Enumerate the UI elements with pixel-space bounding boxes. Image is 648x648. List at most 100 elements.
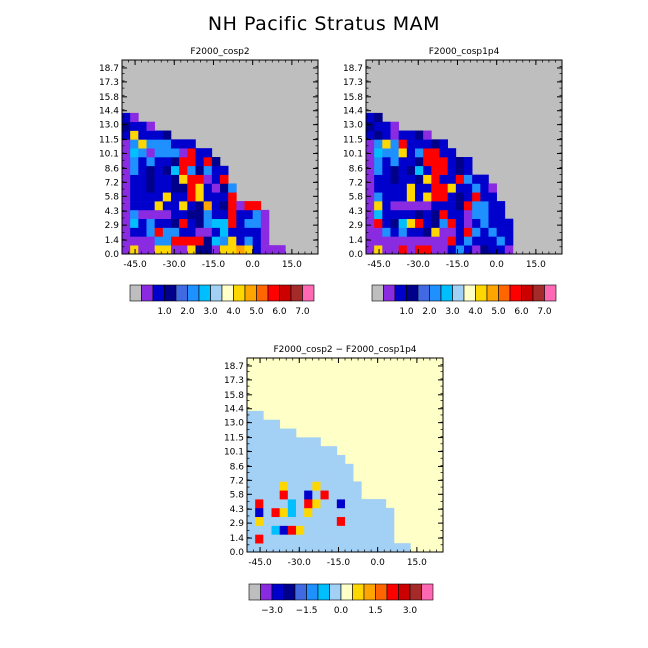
heatmap-cell bbox=[162, 165, 172, 175]
heatmap-cell bbox=[171, 201, 180, 211]
heatmap-cell bbox=[390, 209, 399, 220]
heatmap-cell bbox=[244, 201, 253, 211]
colorbar-swatch bbox=[271, 583, 284, 601]
heatmap-cell bbox=[162, 209, 172, 220]
heatmap-cell bbox=[390, 174, 399, 184]
colorbar-label: −1.5 bbox=[296, 606, 318, 616]
y-tick-label: 13.0 bbox=[343, 121, 363, 131]
x-tick-label: -45.0 bbox=[367, 260, 391, 270]
heatmap-cell bbox=[203, 209, 213, 220]
heatmap-cell bbox=[496, 218, 506, 228]
heatmap-cell bbox=[203, 245, 213, 255]
heatmap-cell bbox=[296, 490, 305, 500]
heatmap-cell bbox=[255, 543, 264, 553]
heatmap-cell bbox=[304, 516, 313, 526]
x-tick-label: -30.0 bbox=[163, 260, 187, 270]
heatmap-cell bbox=[279, 499, 289, 509]
heatmap-cell bbox=[488, 227, 497, 237]
heatmap-cell bbox=[122, 148, 131, 158]
heatmap-cell bbox=[247, 490, 256, 500]
heatmap-cell bbox=[260, 227, 270, 237]
heatmap-cell bbox=[220, 227, 229, 237]
colorbar-swatch bbox=[371, 284, 384, 302]
heatmap-cell bbox=[179, 209, 188, 220]
heatmap-cell bbox=[171, 165, 180, 175]
heatmap-cell bbox=[263, 463, 272, 473]
heatmap-cell bbox=[336, 499, 346, 509]
heatmap-cell bbox=[195, 218, 204, 228]
heatmap-cell bbox=[464, 209, 473, 220]
heatmap-cell bbox=[353, 516, 362, 526]
x-tick-label: -15.0 bbox=[446, 260, 470, 270]
heatmap-cell bbox=[122, 183, 131, 193]
y-tick-label: 5.8 bbox=[105, 192, 120, 202]
heatmap-cell bbox=[464, 165, 473, 175]
heatmap-cell bbox=[439, 227, 448, 237]
heatmap-cell bbox=[304, 446, 313, 456]
figure-title: NH Pacific Stratus MAM bbox=[207, 13, 441, 35]
heatmap-cell bbox=[171, 209, 180, 220]
heatmap-cell bbox=[296, 481, 305, 491]
heatmap-cell bbox=[496, 201, 506, 211]
heatmap-cell bbox=[211, 192, 221, 202]
y-tick-label: 0.0 bbox=[349, 250, 364, 260]
heatmap-cell bbox=[312, 455, 321, 465]
heatmap-cell bbox=[439, 218, 448, 228]
heatmap-cell bbox=[263, 446, 272, 456]
y-tick-label: 7.2 bbox=[105, 178, 119, 188]
heatmap-cell bbox=[353, 507, 362, 518]
heatmap-cell bbox=[366, 130, 375, 140]
y-tick-label: 15.8 bbox=[343, 93, 363, 103]
heatmap-cell bbox=[279, 507, 289, 518]
heatmap-cell bbox=[146, 148, 155, 158]
heatmap-cell bbox=[244, 209, 253, 220]
y-tick-label: 2.9 bbox=[349, 221, 364, 231]
heatmap-cell bbox=[415, 227, 424, 237]
heatmap-cell bbox=[455, 165, 465, 175]
heatmap-cell bbox=[447, 209, 457, 220]
heatmap-cell bbox=[287, 525, 297, 535]
heatmap-cell bbox=[390, 139, 399, 149]
heatmap-cell bbox=[195, 245, 204, 255]
heatmap-cell bbox=[406, 218, 416, 228]
heatmap-cell bbox=[236, 236, 245, 246]
heatmap-cell bbox=[211, 183, 221, 193]
heatmap-cell bbox=[130, 201, 139, 211]
heatmap-cell bbox=[472, 227, 481, 237]
heatmap-cell bbox=[366, 218, 375, 228]
heatmap-cell bbox=[439, 165, 448, 175]
heatmap-cell bbox=[263, 507, 272, 518]
heatmap-cell bbox=[406, 201, 416, 211]
heatmap-cell bbox=[228, 209, 237, 220]
colorbar-label: 5.0 bbox=[249, 307, 264, 317]
heatmap-cell bbox=[377, 543, 387, 553]
heatmap-cell bbox=[336, 516, 346, 526]
heatmap-cell bbox=[312, 437, 321, 447]
heatmap-cell bbox=[130, 236, 139, 246]
y-tick-label: 1.4 bbox=[230, 534, 245, 544]
heatmap-cell bbox=[269, 245, 278, 255]
heatmap-cell bbox=[406, 183, 416, 193]
heatmap-cell bbox=[472, 201, 481, 211]
heatmap-cell bbox=[415, 245, 424, 255]
heatmap-cell bbox=[320, 525, 329, 535]
heatmap-cell bbox=[154, 192, 164, 202]
heatmap-cell bbox=[287, 543, 297, 553]
y-tick-label: 5.8 bbox=[349, 192, 364, 202]
heatmap-cell bbox=[312, 490, 321, 500]
heatmap-cell bbox=[382, 192, 391, 202]
heatmap-cell bbox=[447, 183, 457, 193]
heatmap-cell bbox=[162, 130, 172, 140]
heatmap-cell bbox=[263, 455, 272, 465]
colorbar-swatch bbox=[475, 284, 488, 302]
heatmap-cell bbox=[255, 516, 264, 526]
heatmap-cell bbox=[320, 490, 329, 500]
heatmap-cell bbox=[122, 165, 131, 175]
heatmap-cell bbox=[263, 516, 272, 526]
heatmap-cell bbox=[464, 157, 473, 167]
heatmap-cell bbox=[374, 192, 383, 202]
x-tick-label: 15.0 bbox=[526, 260, 546, 270]
heatmap-cell bbox=[431, 209, 440, 220]
heatmap-cell bbox=[236, 209, 245, 220]
y-tick-label: 8.6 bbox=[349, 164, 364, 174]
